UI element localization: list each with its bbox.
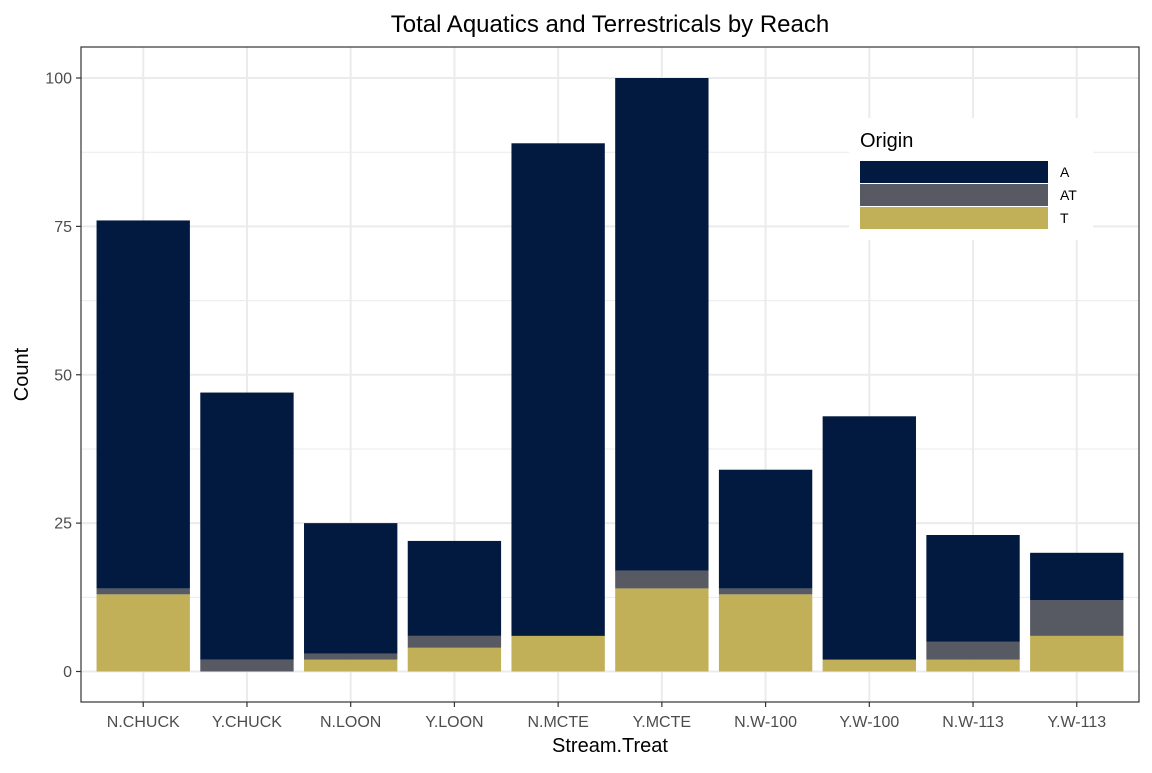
legend-swatch-A	[860, 161, 1048, 183]
legend-swatch-T	[860, 207, 1048, 229]
y-tick-label: 0	[63, 664, 72, 681]
bar-N.W-100-AT	[718, 588, 813, 595]
y-axis-title: Count	[11, 347, 33, 401]
y-axis: 0 25 50 75 100	[45, 71, 81, 681]
bar-Y.MCTE-AT	[615, 570, 709, 589]
bar-N.W-113-AT	[926, 641, 1020, 660]
bar-N.CHUCK-AT	[96, 588, 190, 595]
bar-N.W-113-A	[926, 534, 1020, 642]
bar-Y.W-100-T	[822, 659, 916, 672]
x-tick-label: Y.MCTE	[633, 714, 691, 731]
legend-items: A AT T	[860, 161, 1077, 229]
bar-N.W-100-A	[718, 469, 813, 589]
bar-Y.CHUCK-A	[200, 392, 294, 660]
x-tick-label: N.MCTE	[527, 714, 588, 731]
bar-Y.LOON-T	[407, 647, 502, 672]
y-tick-label: 50	[54, 367, 72, 384]
y-tick-label: 75	[54, 219, 72, 236]
bar-N.LOON-T	[304, 659, 398, 672]
bar-N.LOON-AT	[304, 653, 398, 660]
bar-Y.LOON-AT	[407, 635, 502, 648]
x-tick-label: Y.CHUCK	[212, 714, 282, 731]
bar-N.W-100-T	[718, 594, 813, 672]
bar-N.CHUCK-T	[96, 594, 190, 672]
x-tick-label: N.W-113	[942, 714, 1004, 731]
bar-Y.W-113-T	[1030, 635, 1124, 672]
bar-N.MCTE-T	[511, 635, 605, 672]
x-tick-label: Y.W-100	[839, 714, 899, 731]
x-axis-title: Stream.Treat	[552, 735, 668, 757]
bar-Y.MCTE-A	[615, 78, 709, 571]
bar-N.CHUCK-A	[96, 220, 190, 589]
legend: Origin A AT T	[849, 118, 1093, 240]
legend-label-AT: AT	[1060, 187, 1077, 203]
x-axis: N.CHUCK Y.CHUCK N.LOON Y.LOON N.MCTE Y.MCTE N.…	[107, 702, 1106, 731]
legend-swatch-AT	[860, 184, 1048, 206]
chart-title: Total Aquatics and Terrestricals by Reac…	[391, 11, 829, 38]
bar-Y.W-100-A	[822, 416, 916, 660]
bar-Y.CHUCK-AT	[200, 659, 294, 672]
x-tick-label: Y.W-113	[1047, 714, 1106, 731]
x-tick-label: Y.LOON	[425, 714, 483, 731]
legend-title: Origin	[860, 130, 913, 152]
legend-label-T: T	[1060, 210, 1069, 226]
bar-Y.MCTE-T	[615, 588, 709, 672]
bar-Y.W-113-AT	[1030, 600, 1124, 636]
y-tick-label: 25	[54, 516, 72, 533]
bars	[96, 78, 1124, 672]
x-tick-label: N.W-100	[734, 714, 797, 731]
bar-N.W-113-T	[926, 659, 1020, 672]
bar-N.LOON-A	[304, 523, 398, 654]
x-tick-label: N.CHUCK	[107, 714, 180, 731]
bar-N.MCTE-A	[511, 143, 605, 636]
legend-label-A: A	[1060, 164, 1070, 180]
y-tick-label: 100	[45, 71, 72, 88]
x-tick-label: N.LOON	[320, 714, 381, 731]
bar-Y.LOON-A	[407, 540, 502, 636]
bar-Y.W-113-A	[1030, 552, 1124, 601]
